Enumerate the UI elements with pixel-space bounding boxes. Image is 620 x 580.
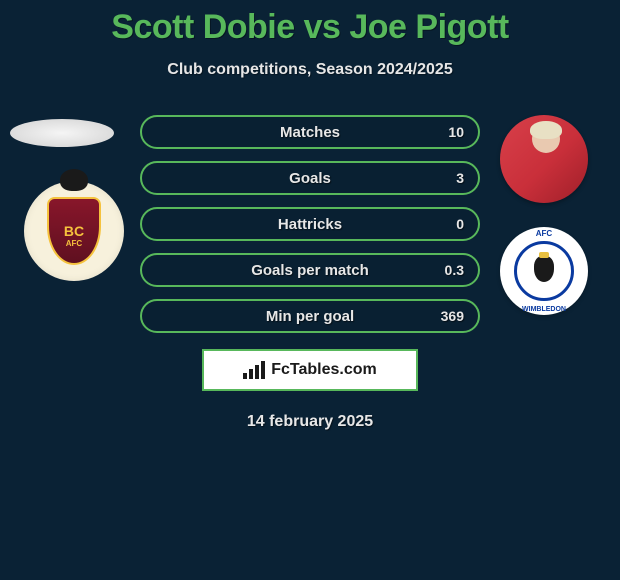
club-right-logo: AFC WIMBLEDON [500,227,588,315]
page-title: Scott Dobie vs Joe Pigott [0,0,620,47]
brand-text: FcTables.com [271,361,377,379]
stat-value-right: 0 [456,216,464,232]
stat-row-goals-per-match: Goals per match 0.3 [140,253,480,287]
player-left-photo [10,119,114,147]
stat-label: Hattricks [278,216,342,233]
stat-row-min-per-goal: Min per goal 369 [140,299,480,333]
stat-label: Min per goal [266,308,354,325]
stat-label: Goals [289,170,331,187]
subtitle: Club competitions, Season 2024/2025 [0,61,620,79]
player-right-photo [500,115,588,203]
left-column [8,115,128,281]
club-left-logo [24,181,124,281]
stat-value-right: 369 [441,308,464,324]
bar-chart-icon [243,361,265,379]
stat-value-right: 10 [448,124,464,140]
stat-value-right: 3 [456,170,464,186]
brand-box: FcTables.com [202,349,418,391]
stat-bars: Matches 10 Goals 3 Hattricks 0 Goals per… [140,115,480,345]
stat-label: Goals per match [251,262,369,279]
date-label: 14 february 2025 [0,413,620,431]
stat-row-hattricks: Hattricks 0 [140,207,480,241]
comparison-area: Matches 10 Goals 3 Hattricks 0 Goals per… [0,115,620,335]
stat-row-matches: Matches 10 [140,115,480,149]
stat-row-goals: Goals 3 [140,161,480,195]
stat-value-right: 0.3 [445,262,464,278]
right-column: AFC WIMBLEDON [492,115,612,315]
stat-label: Matches [280,124,340,141]
